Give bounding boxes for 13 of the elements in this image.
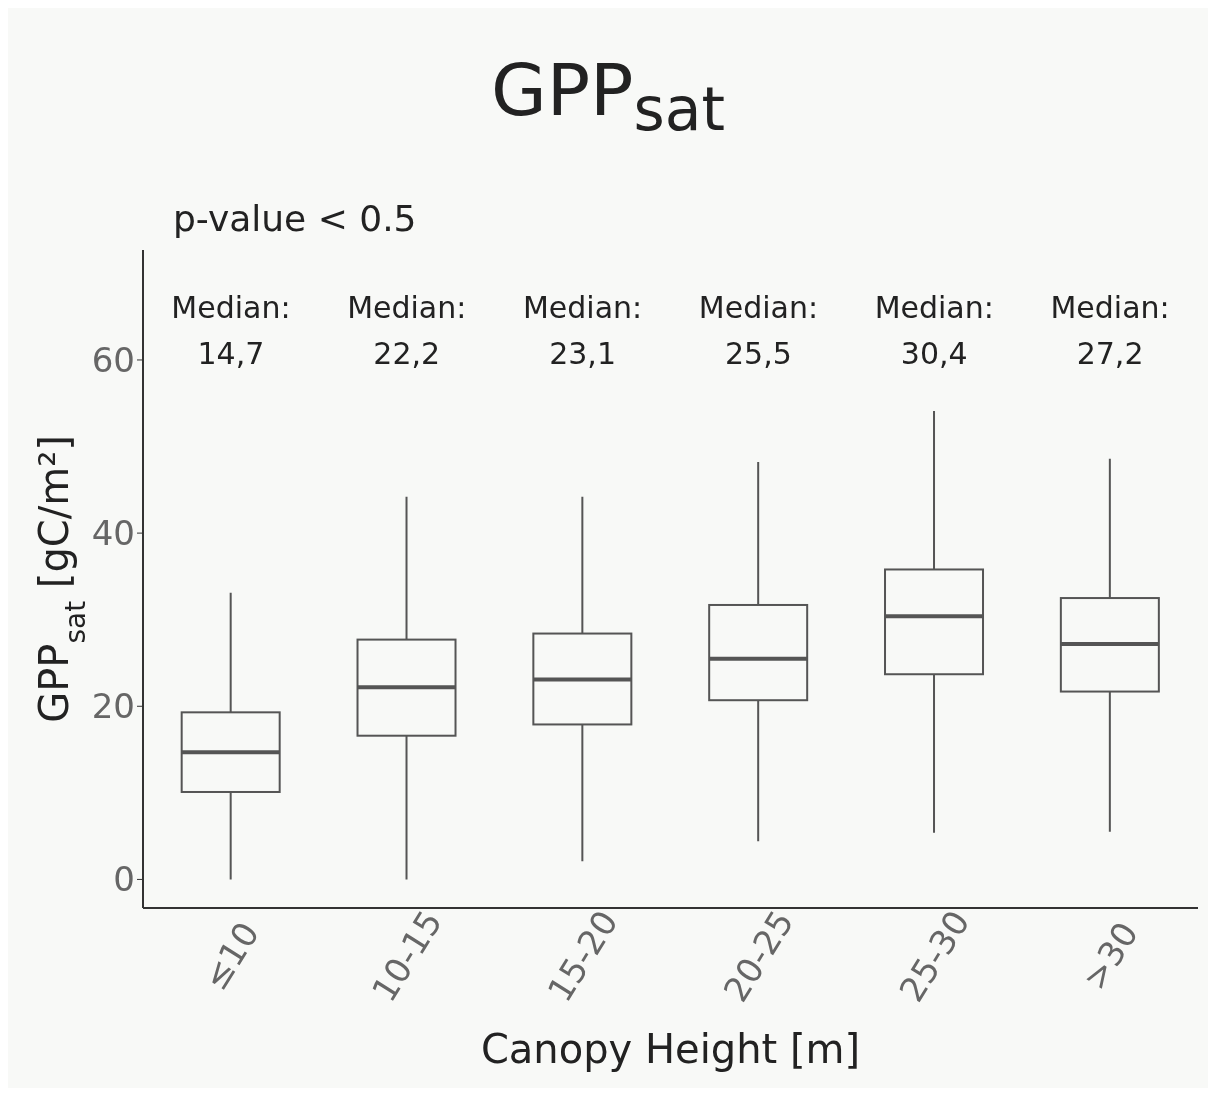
text: p-value < 0.5: [173, 198, 417, 239]
annotation: Median: 25,5: [698, 290, 819, 371]
annotation: Median: 14,7: [171, 290, 291, 371]
annotation: Median: 27,2: [1050, 290, 1170, 371]
chart-title: GPP$_{sat}$: [489, 48, 727, 145]
y-tick-label: 60: [91, 340, 135, 381]
annotation: Median: 22,2: [347, 290, 467, 371]
y-tick-label: 20: [91, 686, 135, 727]
y-tick-label: 0: [113, 859, 135, 900]
x-axis-title: Canopy Height [m]: [480, 1026, 861, 1072]
annotation: Median: 23,1: [522, 290, 643, 371]
annotation: Median: 30,4: [874, 290, 994, 371]
y-tick-label: 40: [91, 513, 135, 554]
